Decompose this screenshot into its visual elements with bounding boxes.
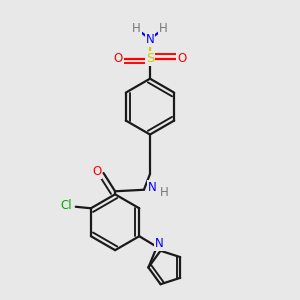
Text: O: O [92,165,101,178]
Text: N: N [146,33,154,46]
Text: H: H [132,22,141,35]
Text: S: S [146,52,154,65]
Text: Cl: Cl [60,199,71,212]
Text: N: N [155,237,164,250]
Text: H: H [160,186,169,199]
Text: H: H [159,22,168,35]
Text: N: N [148,181,157,194]
Text: O: O [113,52,123,65]
Text: O: O [177,52,187,65]
